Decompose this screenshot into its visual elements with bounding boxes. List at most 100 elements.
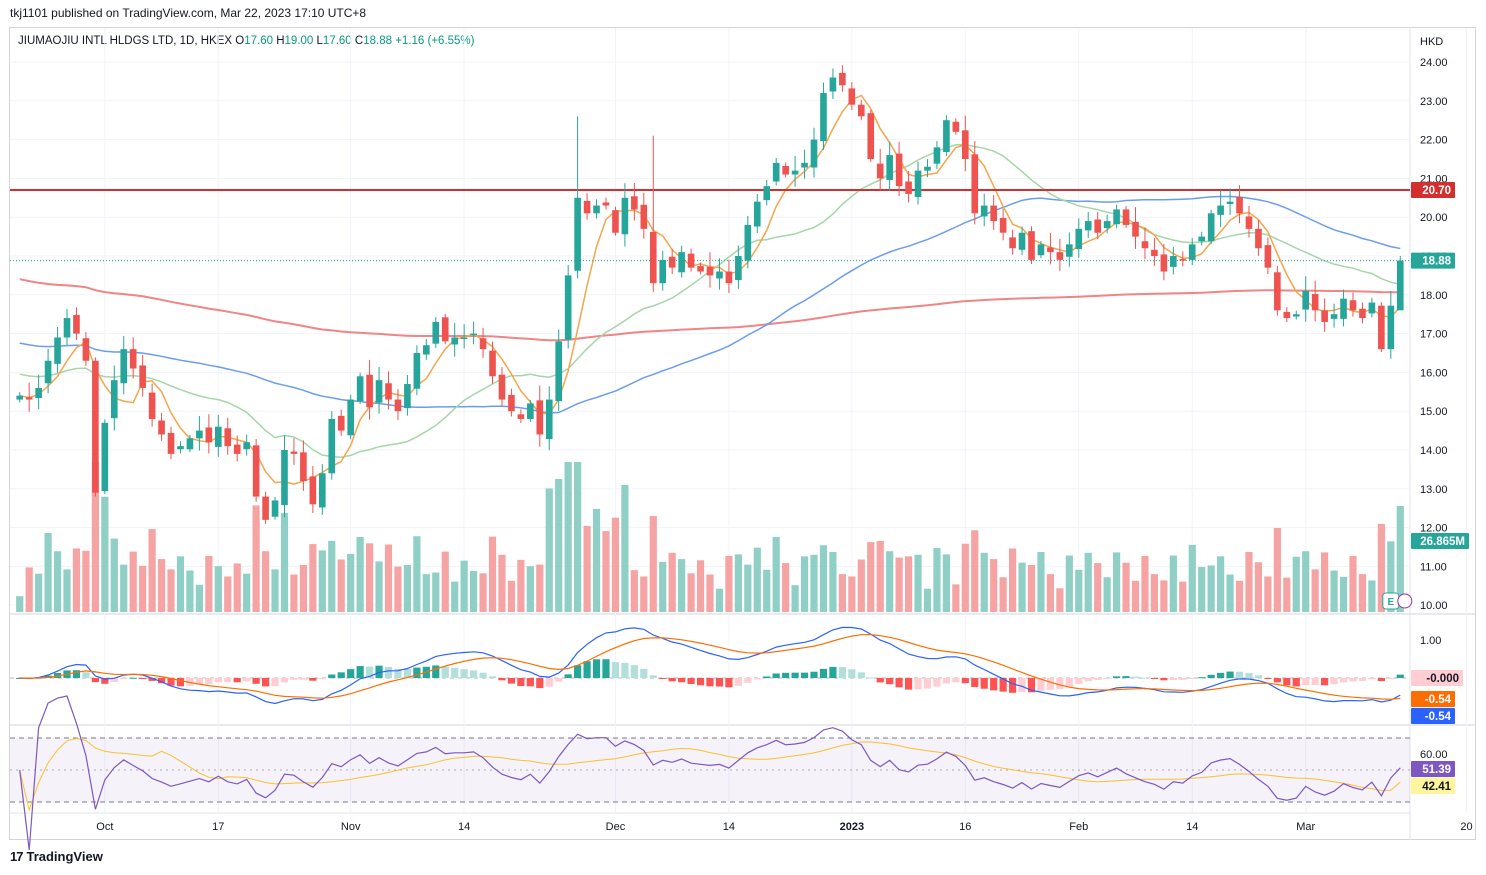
macd-histogram-bar: [328, 674, 336, 678]
volume-bar: [309, 544, 317, 612]
volume-bar: [347, 553, 355, 612]
macd-histogram-bar: [621, 662, 629, 678]
macd-histogram-bar: [195, 678, 203, 685]
macd-histogram-bar: [980, 678, 988, 689]
macd-histogram-bar: [876, 678, 884, 683]
candle: [262, 496, 269, 520]
candle: [63, 318, 71, 338]
volume-bar: [857, 559, 865, 612]
candle: [1340, 298, 1347, 319]
volume-bar: [952, 584, 960, 612]
macd-histogram-bar: [914, 678, 922, 690]
volume-bar: [1027, 565, 1036, 612]
macd-histogram-bar: [1321, 678, 1329, 686]
candle: [857, 104, 865, 117]
macd-histogram-bar: [952, 678, 960, 683]
candle: [1198, 236, 1206, 242]
currency-label: HKD: [1420, 36, 1443, 48]
volume-bar: [1321, 552, 1329, 612]
macd-histogram-bar: [356, 666, 364, 678]
rsi-band: [10, 738, 1410, 802]
symbol-name[interactable]: JIUMAOJIU INTL HLDGS LTD, 1D, HKEX: [18, 35, 233, 47]
volume-bar: [621, 484, 629, 612]
x-tick-label: Feb: [1069, 821, 1088, 833]
volume-bar: [1235, 580, 1244, 612]
volume-bar: [1094, 563, 1102, 612]
macd-histogram-bar: [1377, 678, 1385, 682]
volume-bar: [1179, 581, 1187, 612]
macd-histogram-bar: [479, 672, 487, 678]
macd-histogram-bar: [1037, 678, 1045, 691]
candle: [1255, 228, 1262, 249]
candle: [110, 380, 118, 419]
macd-histogram-bar: [1056, 678, 1064, 689]
candle: [602, 202, 610, 206]
macd-histogram-bar: [441, 666, 449, 678]
y-tick-label: 11.00: [1420, 561, 1447, 573]
macd-histogram-bar: [1245, 673, 1253, 678]
candle: [1037, 244, 1045, 256]
candle: [44, 360, 52, 384]
macd-signal-line: [19, 633, 1401, 700]
macd-signal-label: -0.54: [1425, 694, 1452, 706]
volume-bar: [422, 574, 430, 612]
candle: [1113, 209, 1120, 225]
macd-histogram-bar: [848, 669, 856, 678]
macd-histogram-bar: [706, 678, 714, 687]
volume-bar: [876, 540, 884, 612]
macd-histogram-bar: [725, 678, 733, 688]
volume-value-label-bg: [1411, 533, 1469, 549]
candle: [1094, 219, 1101, 233]
macd-histogram-bar: [734, 678, 742, 686]
macd-histogram-bar: [299, 678, 307, 680]
candle: [895, 153, 903, 187]
macd-histogram-bar: [923, 678, 932, 689]
candle: [1330, 314, 1338, 319]
candle: [867, 113, 875, 159]
macd-histogram-bar: [290, 678, 298, 680]
macd-histogram-bar: [800, 672, 809, 678]
volume-bar: [82, 550, 90, 612]
volume-bar: [337, 559, 345, 612]
volume-bar: [1330, 570, 1338, 612]
candle: [1141, 241, 1149, 249]
candle: [356, 376, 364, 402]
macd-histogram-bar: [696, 678, 705, 686]
macd-histogram-bar: [365, 666, 374, 678]
volume-bar: [886, 551, 894, 612]
volume-bar: [1188, 544, 1196, 612]
volume-bar: [687, 573, 695, 612]
volume-bar: [441, 551, 449, 612]
macd-histogram-bar: [630, 665, 638, 678]
candle: [508, 394, 515, 412]
candle: [375, 380, 383, 403]
volume-bar: [1084, 552, 1092, 612]
published-info: tkj1101 published on TradingView.com, Ma…: [10, 6, 367, 20]
macd-histogram-bar: [867, 677, 875, 679]
volume-bar: [933, 548, 941, 612]
macd-histogram-bar: [139, 678, 147, 679]
macd-histogram-bar: [110, 678, 118, 682]
open-label: O: [235, 35, 245, 47]
volume-bar: [1160, 580, 1168, 612]
candle: [631, 196, 638, 210]
volume-bar: [53, 551, 62, 612]
macd-histogram-bar: [403, 669, 412, 678]
macd-histogram-bar: [432, 665, 440, 678]
macd-histogram-bar: [564, 674, 572, 678]
macd-histogram-bar: [687, 678, 695, 684]
x-tick-label: Nov: [341, 821, 361, 833]
macd-histogram-bar: [678, 678, 686, 683]
volume-bar: [1103, 577, 1111, 612]
volume-bar: [649, 516, 657, 612]
volume-bar: [734, 554, 742, 612]
macd-histogram-bar: [394, 668, 402, 678]
volume-bar: [678, 559, 686, 612]
volume-bar: [1198, 567, 1206, 612]
candle: [564, 275, 572, 340]
candle: [347, 399, 354, 436]
candle: [1387, 305, 1395, 350]
candle: [498, 374, 506, 400]
volume-bar: [498, 554, 506, 612]
